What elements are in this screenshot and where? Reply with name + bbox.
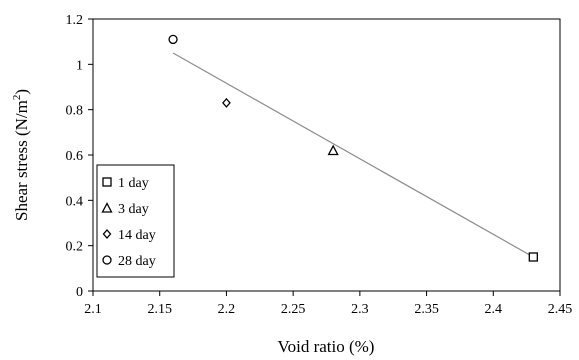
y-axis-title: Shear stress (N/m2) bbox=[11, 89, 31, 221]
y-tick-label: 0 bbox=[76, 285, 83, 300]
y-axis-title-main: Shear stress (N/m bbox=[12, 100, 31, 221]
legend-label: 14 day bbox=[118, 228, 156, 243]
y-tick-label: 0.2 bbox=[66, 240, 84, 255]
trendline bbox=[172, 52, 534, 258]
y-tick-label: 0.6 bbox=[66, 149, 84, 164]
x-tick-label: 2.3 bbox=[351, 302, 369, 317]
x-tick-label: 2.45 bbox=[548, 302, 573, 317]
y-tick-label: 0.8 bbox=[66, 104, 84, 119]
data-point-1-day bbox=[528, 252, 538, 262]
y-axis-title-superscript: 2 bbox=[11, 95, 23, 101]
legend-label: 3 day bbox=[118, 202, 149, 217]
y-axis-ticks: 0 0.2 0.4 0.6 0.8 1 1.2 bbox=[66, 13, 93, 300]
y-tick-label: 0.4 bbox=[66, 194, 84, 209]
data-point-14-day bbox=[222, 97, 231, 108]
x-tick-label: 2.1 bbox=[84, 302, 102, 317]
y-axis-title-end: ) bbox=[12, 89, 31, 95]
legend-label: 1 day bbox=[118, 176, 149, 191]
legend-items: 1 day 3 day 14 day 28 day bbox=[101, 176, 156, 269]
x-tick-label: 2.2 bbox=[218, 302, 236, 317]
data-points bbox=[168, 34, 538, 262]
y-tick-label: 1.2 bbox=[66, 13, 84, 28]
legend-label: 28 day bbox=[118, 254, 156, 269]
x-tick-label: 2.35 bbox=[414, 302, 439, 317]
trendline-group bbox=[172, 52, 534, 258]
data-point-28-day bbox=[168, 34, 178, 45]
x-axis-title: Void ratio (%) bbox=[278, 337, 375, 356]
y-tick-label: 1 bbox=[76, 58, 83, 73]
legend-marker-1-day bbox=[102, 177, 112, 187]
legend-marker-14-day bbox=[102, 229, 112, 239]
data-point-3-day bbox=[327, 144, 339, 156]
legend-marker-3-day bbox=[101, 202, 113, 213]
x-tick-label: 2.4 bbox=[485, 302, 503, 317]
legend-marker-28-day bbox=[102, 255, 112, 265]
x-axis-ticks: 2.1 2.15 2.2 2.25 2.3 2.35 2.4 2.45 bbox=[84, 291, 572, 317]
x-tick-label: 2.15 bbox=[147, 302, 172, 317]
x-tick-label: 2.25 bbox=[281, 302, 306, 317]
legend: 1 day 3 day 14 day 28 day bbox=[96, 164, 175, 278]
